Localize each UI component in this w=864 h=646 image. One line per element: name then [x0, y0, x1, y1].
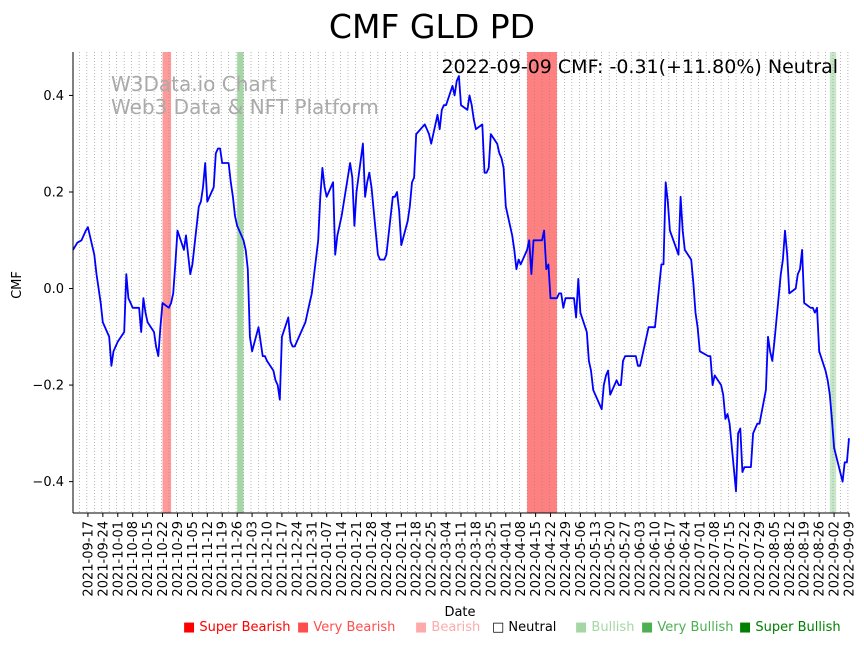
y-tick-label: 0.0	[43, 282, 64, 297]
legend-swatch: ■	[575, 620, 592, 635]
x-tick-label: 2021-09-24	[96, 521, 111, 597]
signal-band-3	[829, 52, 837, 513]
x-tick-label: 2021-12-31	[305, 521, 320, 597]
x-tick-label: 2021-12-03	[246, 521, 261, 597]
x-tick-label: 2022-04-01	[499, 521, 514, 597]
legend-item: ■ Super Bearish	[183, 620, 291, 635]
x-tick-label: 2021-12-10	[261, 521, 276, 597]
y-tick-label: −0.4	[32, 475, 64, 490]
x-tick-label: 2022-06-17	[663, 521, 678, 597]
x-tick-label: 2021-12-17	[275, 521, 290, 597]
x-tick-label: 2022-04-15	[529, 521, 544, 597]
legend-item: □ Neutral	[492, 620, 556, 635]
x-tick-label: 2022-04-08	[514, 521, 529, 597]
x-tick-label: 2022-08-05	[768, 521, 783, 597]
x-tick-label: 2022-01-21	[350, 521, 365, 597]
x-tick-label: 2022-07-29	[753, 521, 768, 597]
signal-legend: ■ Super Bearish ■ Very Bearish ■ Bearish □ …	[0, 620, 864, 640]
x-tick-label: 2021-10-29	[171, 521, 186, 597]
x-tick-label: 2022-09-09	[843, 521, 858, 597]
legend-swatch: ■	[183, 620, 200, 635]
legend-swatch: ■	[415, 620, 432, 635]
x-tick-label: 2021-12-24	[290, 521, 305, 597]
legend-label: Very Bullish	[657, 620, 734, 635]
x-tick-label: 2022-01-28	[365, 521, 380, 597]
vertical-grid	[79, 52, 849, 513]
x-tick-label: 2021-10-22	[156, 521, 171, 597]
legend-label: Super Bullish	[755, 620, 841, 635]
x-tick-label: 2022-07-15	[723, 521, 738, 597]
legend-label: Neutral	[508, 620, 557, 635]
watermark-line-1: W3Data.io Chart	[111, 72, 277, 96]
x-tick-label: 2022-02-11	[395, 521, 410, 597]
x-tick-label: 2021-11-26	[231, 521, 246, 597]
x-tick-label: 2022-06-10	[649, 521, 664, 597]
x-tick-label: 2022-05-06	[574, 521, 589, 597]
x-tick-label: 2022-02-18	[410, 521, 425, 597]
x-tick-label: 2022-01-14	[335, 521, 350, 597]
watermark-line-2: Web3 Data & NFT Platform	[111, 95, 379, 119]
signal-band-0	[162, 52, 172, 513]
y-axis-ticks: 0.4 0.2 0.0 −0.2 −0.4	[32, 89, 73, 490]
x-tick-label: 2022-08-26	[813, 521, 828, 597]
latest-value-annotation: 2022-09-09 CMF: -0.31(+11.80%) Neutral	[441, 56, 838, 78]
x-tick-label: 2022-03-18	[469, 521, 484, 597]
signal-band-1	[237, 52, 244, 513]
x-tick-label: 2022-07-08	[708, 521, 723, 597]
y-tick-label: 0.2	[43, 185, 64, 200]
x-tick-label: 2021-10-15	[141, 521, 156, 597]
x-tick-label: 2022-02-25	[425, 521, 440, 597]
x-tick-label: 2022-08-12	[783, 521, 798, 597]
x-tick-label: 2021-10-08	[126, 521, 141, 597]
legend-label: Very Bearish	[313, 620, 396, 635]
x-tick-label: 2022-05-13	[589, 521, 604, 597]
x-tick-label: 2021-11-05	[186, 521, 201, 597]
x-tick-label: 2022-03-04	[440, 521, 455, 597]
cmf-line	[72, 75, 850, 493]
x-tick-label: 2021-10-01	[111, 521, 126, 597]
x-tick-label: 2021-09-17	[81, 521, 96, 597]
legend-item: ■ Very Bearish	[297, 620, 395, 635]
legend-item: ■ Bullish	[575, 620, 634, 635]
legend-label: Bullish	[591, 620, 635, 635]
legend-item: ■ Bearish	[415, 620, 480, 635]
chart-title: CMF GLD PD	[329, 7, 535, 46]
y-tick-label: −0.2	[32, 379, 64, 394]
x-axis-ticks: 2021-09-17 2021-09-24 2021-10-01 2021-10-08…	[81, 513, 858, 597]
x-tick-label: 2022-06-03	[634, 521, 649, 597]
signal-bands	[162, 52, 837, 513]
x-tick-label: 2022-02-04	[380, 521, 395, 597]
legend-item: ■ Very Bullish	[641, 620, 733, 635]
x-tick-label: 2021-11-19	[216, 521, 231, 597]
x-tick-label: 2021-11-12	[201, 521, 216, 597]
legend-item: ■ Super Bullish	[739, 620, 841, 635]
x-tick-label: 2022-08-19	[798, 521, 813, 597]
x-tick-label: 2022-04-29	[559, 521, 574, 597]
legend-swatch: ■	[641, 620, 658, 635]
x-tick-label: 2022-09-02	[828, 521, 843, 597]
legend-swatch: ■	[739, 620, 756, 635]
y-tick-label: 0.4	[43, 89, 64, 104]
y-axis-label: CMF	[10, 271, 25, 299]
x-axis-label: Date	[444, 605, 475, 620]
x-tick-label: 2022-03-25	[484, 521, 499, 597]
x-tick-label: 2022-06-24	[678, 521, 693, 597]
legend-swatch: ■	[297, 620, 314, 635]
x-tick-label: 2022-07-22	[738, 521, 753, 597]
legend-label: Bearish	[431, 620, 481, 635]
x-tick-label: 2022-03-11	[455, 521, 470, 597]
x-tick-label: 2022-04-22	[544, 521, 559, 597]
x-tick-label: 2022-01-07	[320, 521, 335, 597]
legend-swatch: □	[492, 620, 509, 635]
x-tick-label: 2022-05-20	[604, 521, 619, 597]
x-tick-label: 2022-07-01	[693, 521, 708, 597]
legend-label: Super Bearish	[199, 620, 291, 635]
x-tick-label: 2022-05-27	[619, 521, 634, 597]
